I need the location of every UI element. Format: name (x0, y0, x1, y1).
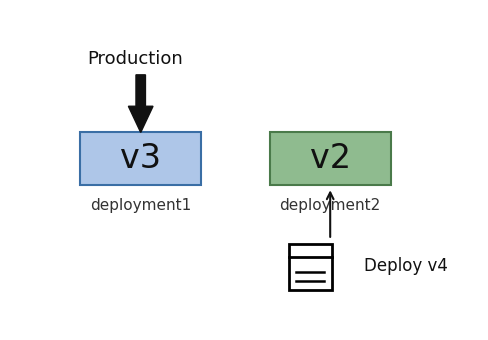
Text: v3: v3 (120, 142, 161, 175)
FancyBboxPatch shape (80, 132, 201, 185)
FancyArrow shape (128, 75, 153, 132)
FancyBboxPatch shape (288, 244, 331, 290)
Text: Deploy v4: Deploy v4 (364, 257, 447, 275)
FancyBboxPatch shape (269, 132, 390, 185)
Text: v2: v2 (309, 142, 350, 175)
Text: Production: Production (87, 50, 183, 68)
Text: deployment1: deployment1 (90, 198, 191, 213)
Text: deployment2: deployment2 (279, 198, 380, 213)
